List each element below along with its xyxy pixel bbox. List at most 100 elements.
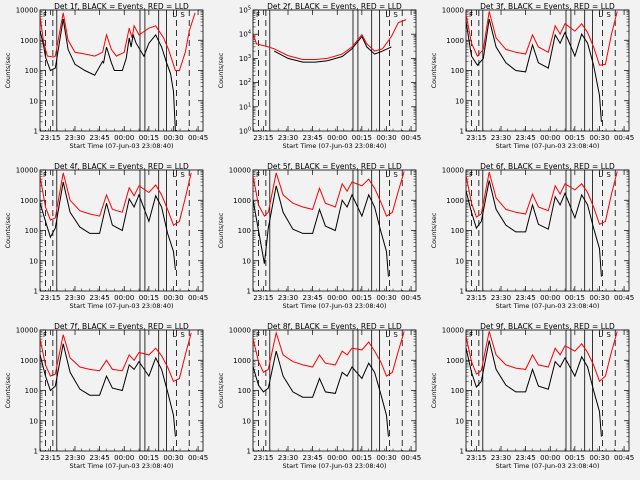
x-axis-label: Start Time (07-Jun-03 23:08:40) — [283, 142, 387, 150]
x-tick-label: 00:15 — [139, 134, 159, 142]
x-tick-label: 00:00 — [540, 134, 560, 142]
y-tick-label: 1 — [247, 288, 251, 296]
x-tick-label: 00:15 — [139, 454, 159, 462]
y-tick-label: 1000 — [446, 37, 464, 45]
x-tick-label: 23:45 — [90, 134, 110, 142]
x-tick-label: 23:45 — [90, 294, 110, 302]
x-tick-label: 00:15 — [565, 454, 585, 462]
x-tick-label: 00:00 — [114, 454, 134, 462]
x-axis-label: Start Time (07-Jun-03 23:08:40) — [70, 302, 174, 310]
x-tick-label: 23:45 — [303, 294, 323, 302]
y-axis-label: Counts/sec — [430, 372, 438, 408]
flag-marker: S — [180, 171, 185, 179]
x-tick-label: 00:00 — [540, 294, 560, 302]
flag-marker: S — [393, 331, 398, 339]
panel-title: Det 2f, BLACK = Events, RED = LLD — [267, 2, 402, 11]
y-tick-label: 1 — [34, 448, 38, 456]
x-tick-label: 00:30 — [376, 134, 396, 142]
flag-marker: S — [606, 331, 611, 339]
y-tick-label: 10 — [242, 417, 251, 425]
y-tick-label: 100 — [451, 227, 464, 235]
x-axis-label: Start Time (07-Jun-03 23:08:40) — [496, 462, 600, 470]
y-tick-label: 10000 — [442, 167, 464, 175]
flag-marker: L — [598, 331, 602, 339]
lld-series-line — [466, 171, 618, 225]
flag-marker: L — [385, 171, 389, 179]
flag-marker: L — [172, 11, 176, 19]
x-axis-label: Start Time (07-Jun-03 23:08:40) — [283, 462, 387, 470]
y-tick-label: 104 — [239, 30, 251, 39]
y-tick-label: 10000 — [229, 167, 251, 175]
x-tick-label: 00:30 — [163, 454, 183, 462]
y-tick-label: 10 — [29, 417, 38, 425]
x-tick-label: 00:30 — [376, 294, 396, 302]
flag-marker: L — [385, 11, 389, 19]
y-tick-label: 10000 — [442, 327, 464, 335]
x-tick-label: 00:15 — [565, 294, 585, 302]
x-tick-label: 00:15 — [565, 134, 585, 142]
y-tick-label: 1000 — [446, 197, 464, 205]
y-tick-label: 10 — [455, 417, 464, 425]
panel-6: Det 6f, BLACK = Events, RED = LLD 1 10 100 1… — [430, 162, 634, 310]
flag-marker: L — [172, 171, 176, 179]
y-axis-label: Counts/sec — [4, 372, 12, 408]
y-tick-label: 103 — [239, 54, 251, 63]
flag-marker: L — [172, 331, 176, 339]
events-series-line — [466, 340, 602, 437]
flag-marker: L — [598, 171, 602, 179]
flag-marker: F — [256, 171, 260, 179]
flag-marker: F — [256, 331, 260, 339]
x-tick-label: 00:00 — [114, 134, 134, 142]
x-tick-label: 00:30 — [589, 454, 609, 462]
x-tick-label: 00:45 — [401, 134, 421, 142]
lld-series-line — [253, 171, 405, 217]
panel-9: Det 9f, BLACK = Events, RED = LLD 1 10 100 1… — [430, 322, 634, 470]
x-axis-label: Start Time (07-Jun-03 23:08:40) — [283, 302, 387, 310]
y-tick-label: 1 — [460, 288, 464, 296]
y-tick-label: 10 — [29, 257, 38, 265]
x-tick-label: 00:30 — [163, 134, 183, 142]
y-tick-label: 100 — [451, 387, 464, 395]
panel-4: Det 4f, BLACK = Events, RED = LLD 1 10 100 1… — [4, 162, 208, 310]
flag-marker: S — [180, 11, 185, 19]
x-tick-label: 00:45 — [401, 454, 421, 462]
y-tick-label: 10 — [29, 97, 38, 105]
y-axis-label: Counts/sec — [4, 52, 12, 88]
y-tick-label: 101 — [239, 102, 251, 111]
x-tick-label: 23:30 — [65, 454, 85, 462]
panel-title: Det 9f, BLACK = Events, RED = LLD — [480, 322, 615, 331]
plot-frame — [252, 9, 417, 132]
flag-marker: F — [469, 11, 473, 19]
x-tick-label: 23:15 — [253, 134, 273, 142]
x-tick-label: 23:30 — [491, 294, 511, 302]
x-tick-label: 00:45 — [614, 454, 634, 462]
y-tick-label: 10 — [242, 257, 251, 265]
x-tick-label: 23:15 — [253, 454, 273, 462]
y-tick-label: 1000 — [20, 37, 38, 45]
y-tick-label: 1000 — [446, 357, 464, 365]
x-tick-label: 23:30 — [65, 134, 85, 142]
lld-series-line — [466, 11, 618, 66]
x-tick-label: 00:30 — [589, 294, 609, 302]
flag-marker: F — [43, 331, 47, 339]
plot-frame — [465, 329, 630, 452]
events-series-line — [40, 181, 176, 270]
flag-marker: F — [469, 171, 473, 179]
x-tick-label: 00:45 — [614, 134, 634, 142]
panel-2: Det 2f, BLACK = Events, RED = LLD 100 101 1… — [217, 2, 421, 150]
flag-marker: S — [180, 331, 185, 339]
y-axis-label: Counts/sec — [217, 52, 225, 88]
x-tick-label: 00:15 — [352, 134, 372, 142]
y-axis-label: Counts/sec — [430, 52, 438, 88]
lld-series-line — [253, 330, 405, 377]
x-tick-label: 00:45 — [614, 294, 634, 302]
y-tick-label: 100 — [25, 227, 38, 235]
panel-8: Det 8f, BLACK = Events, RED = LLD 1 10 100 1… — [217, 322, 421, 470]
x-tick-label: 23:15 — [466, 134, 486, 142]
panel-1: Det 1f, BLACK = Events, RED = LLD 1 10 100 1… — [4, 2, 208, 150]
flag-marker: S — [606, 11, 611, 19]
y-tick-label: 105 — [239, 6, 251, 15]
flag-marker: L — [598, 11, 602, 19]
x-tick-label: 23:30 — [491, 134, 511, 142]
